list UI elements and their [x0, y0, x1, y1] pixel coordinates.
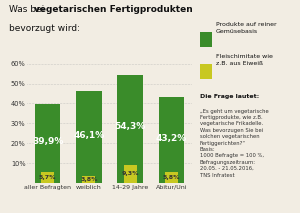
- Text: bevorzugt wird:: bevorzugt wird:: [9, 24, 80, 33]
- Text: Was bei: Was bei: [9, 5, 47, 14]
- Bar: [35, 104, 60, 183]
- Text: 9,3%: 9,3%: [122, 171, 139, 176]
- Text: Fleischimitate wie
z.B. aus Eiweiß: Fleischimitate wie z.B. aus Eiweiß: [216, 54, 273, 66]
- Text: 3,8%: 3,8%: [80, 177, 98, 182]
- Bar: [41, 172, 54, 183]
- Text: vegetarischen Fertigprodukten: vegetarischen Fertigprodukten: [34, 5, 193, 14]
- Text: 54,3%: 54,3%: [115, 122, 146, 131]
- Bar: [82, 176, 95, 183]
- Text: Produkte auf reiner
Gemüsebasis: Produkte auf reiner Gemüsebasis: [216, 22, 277, 34]
- Text: 46,1%: 46,1%: [73, 131, 104, 140]
- Text: 5,7%: 5,7%: [39, 175, 56, 180]
- Bar: [117, 75, 143, 183]
- Text: 39,9%: 39,9%: [32, 137, 63, 146]
- Text: 43,2%: 43,2%: [156, 134, 187, 143]
- Bar: [159, 97, 184, 183]
- Text: „Es geht um vegetarische
Fertigprodukte, wie z.B.
vegetarische Frikadelle.
Was b: „Es geht um vegetarische Fertigprodukte,…: [200, 109, 268, 178]
- Bar: [76, 91, 102, 183]
- Bar: [124, 165, 136, 183]
- Bar: [165, 172, 178, 183]
- Text: 5,8%: 5,8%: [163, 175, 180, 180]
- Text: Die Frage lautet:: Die Frage lautet:: [200, 94, 259, 99]
